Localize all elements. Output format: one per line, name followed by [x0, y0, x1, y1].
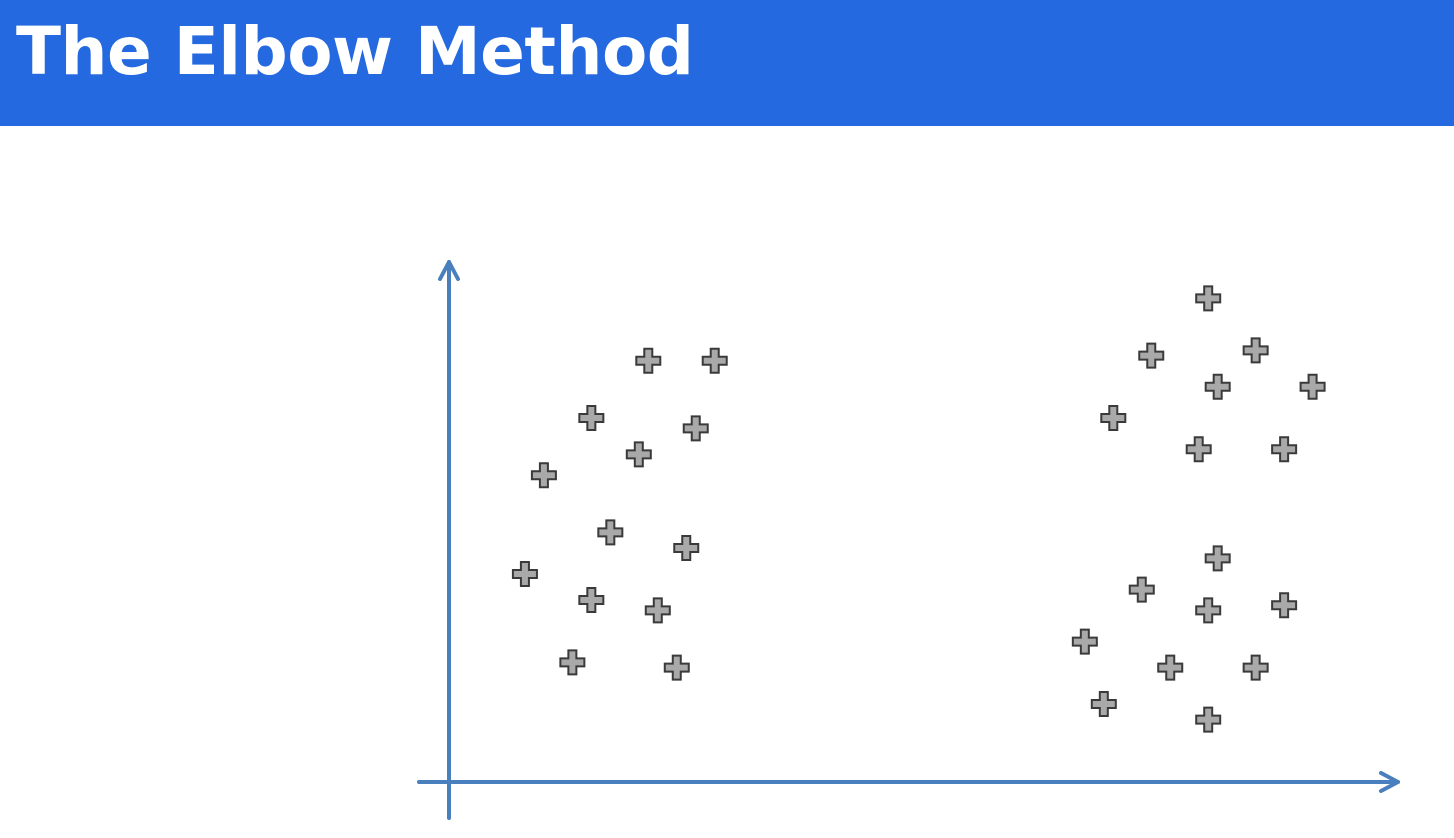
data-point-plus-icon [644, 597, 671, 624]
data-point-plus-icon [635, 347, 662, 374]
data-point-plus-icon [511, 561, 538, 587]
data-point-plus-icon [1185, 436, 1212, 463]
data-point-plus-icon [1195, 706, 1222, 733]
data-point-plus-icon [1100, 405, 1127, 431]
data-points [511, 285, 1326, 733]
data-point-plus-icon [559, 649, 586, 676]
data-point-plus-icon [1128, 576, 1155, 603]
data-point-plus-icon [1157, 654, 1184, 681]
data-point-plus-icon [701, 347, 728, 374]
data-point-plus-icon [663, 654, 690, 681]
y-axis-arrow-icon [438, 260, 460, 281]
data-point-plus-icon [578, 405, 605, 431]
data-point-plus-icon [530, 462, 557, 489]
axes [417, 260, 1400, 820]
page-title: The Elbow Method [16, 13, 694, 90]
data-point-plus-icon [1271, 436, 1298, 463]
data-point-plus-icon [1138, 342, 1165, 369]
data-point-plus-icon [1204, 373, 1231, 400]
x-axis-arrow-icon [1379, 771, 1400, 793]
data-point-plus-icon [1195, 597, 1222, 624]
data-point-plus-icon [1195, 285, 1222, 312]
data-point-plus-icon [1242, 654, 1269, 681]
data-point-plus-icon [625, 441, 652, 468]
data-point-plus-icon [1090, 691, 1117, 717]
data-point-plus-icon [578, 587, 605, 613]
data-point-plus-icon [1299, 373, 1326, 400]
data-point-plus-icon [673, 535, 700, 561]
data-point-plus-icon [682, 415, 709, 442]
data-point-plus-icon [597, 519, 624, 546]
data-point-plus-icon [1071, 628, 1098, 655]
data-point-plus-icon [1271, 592, 1298, 619]
title-banner: The Elbow Method [0, 0, 1454, 126]
data-point-plus-icon [1204, 545, 1231, 572]
data-point-plus-icon [1242, 337, 1269, 364]
